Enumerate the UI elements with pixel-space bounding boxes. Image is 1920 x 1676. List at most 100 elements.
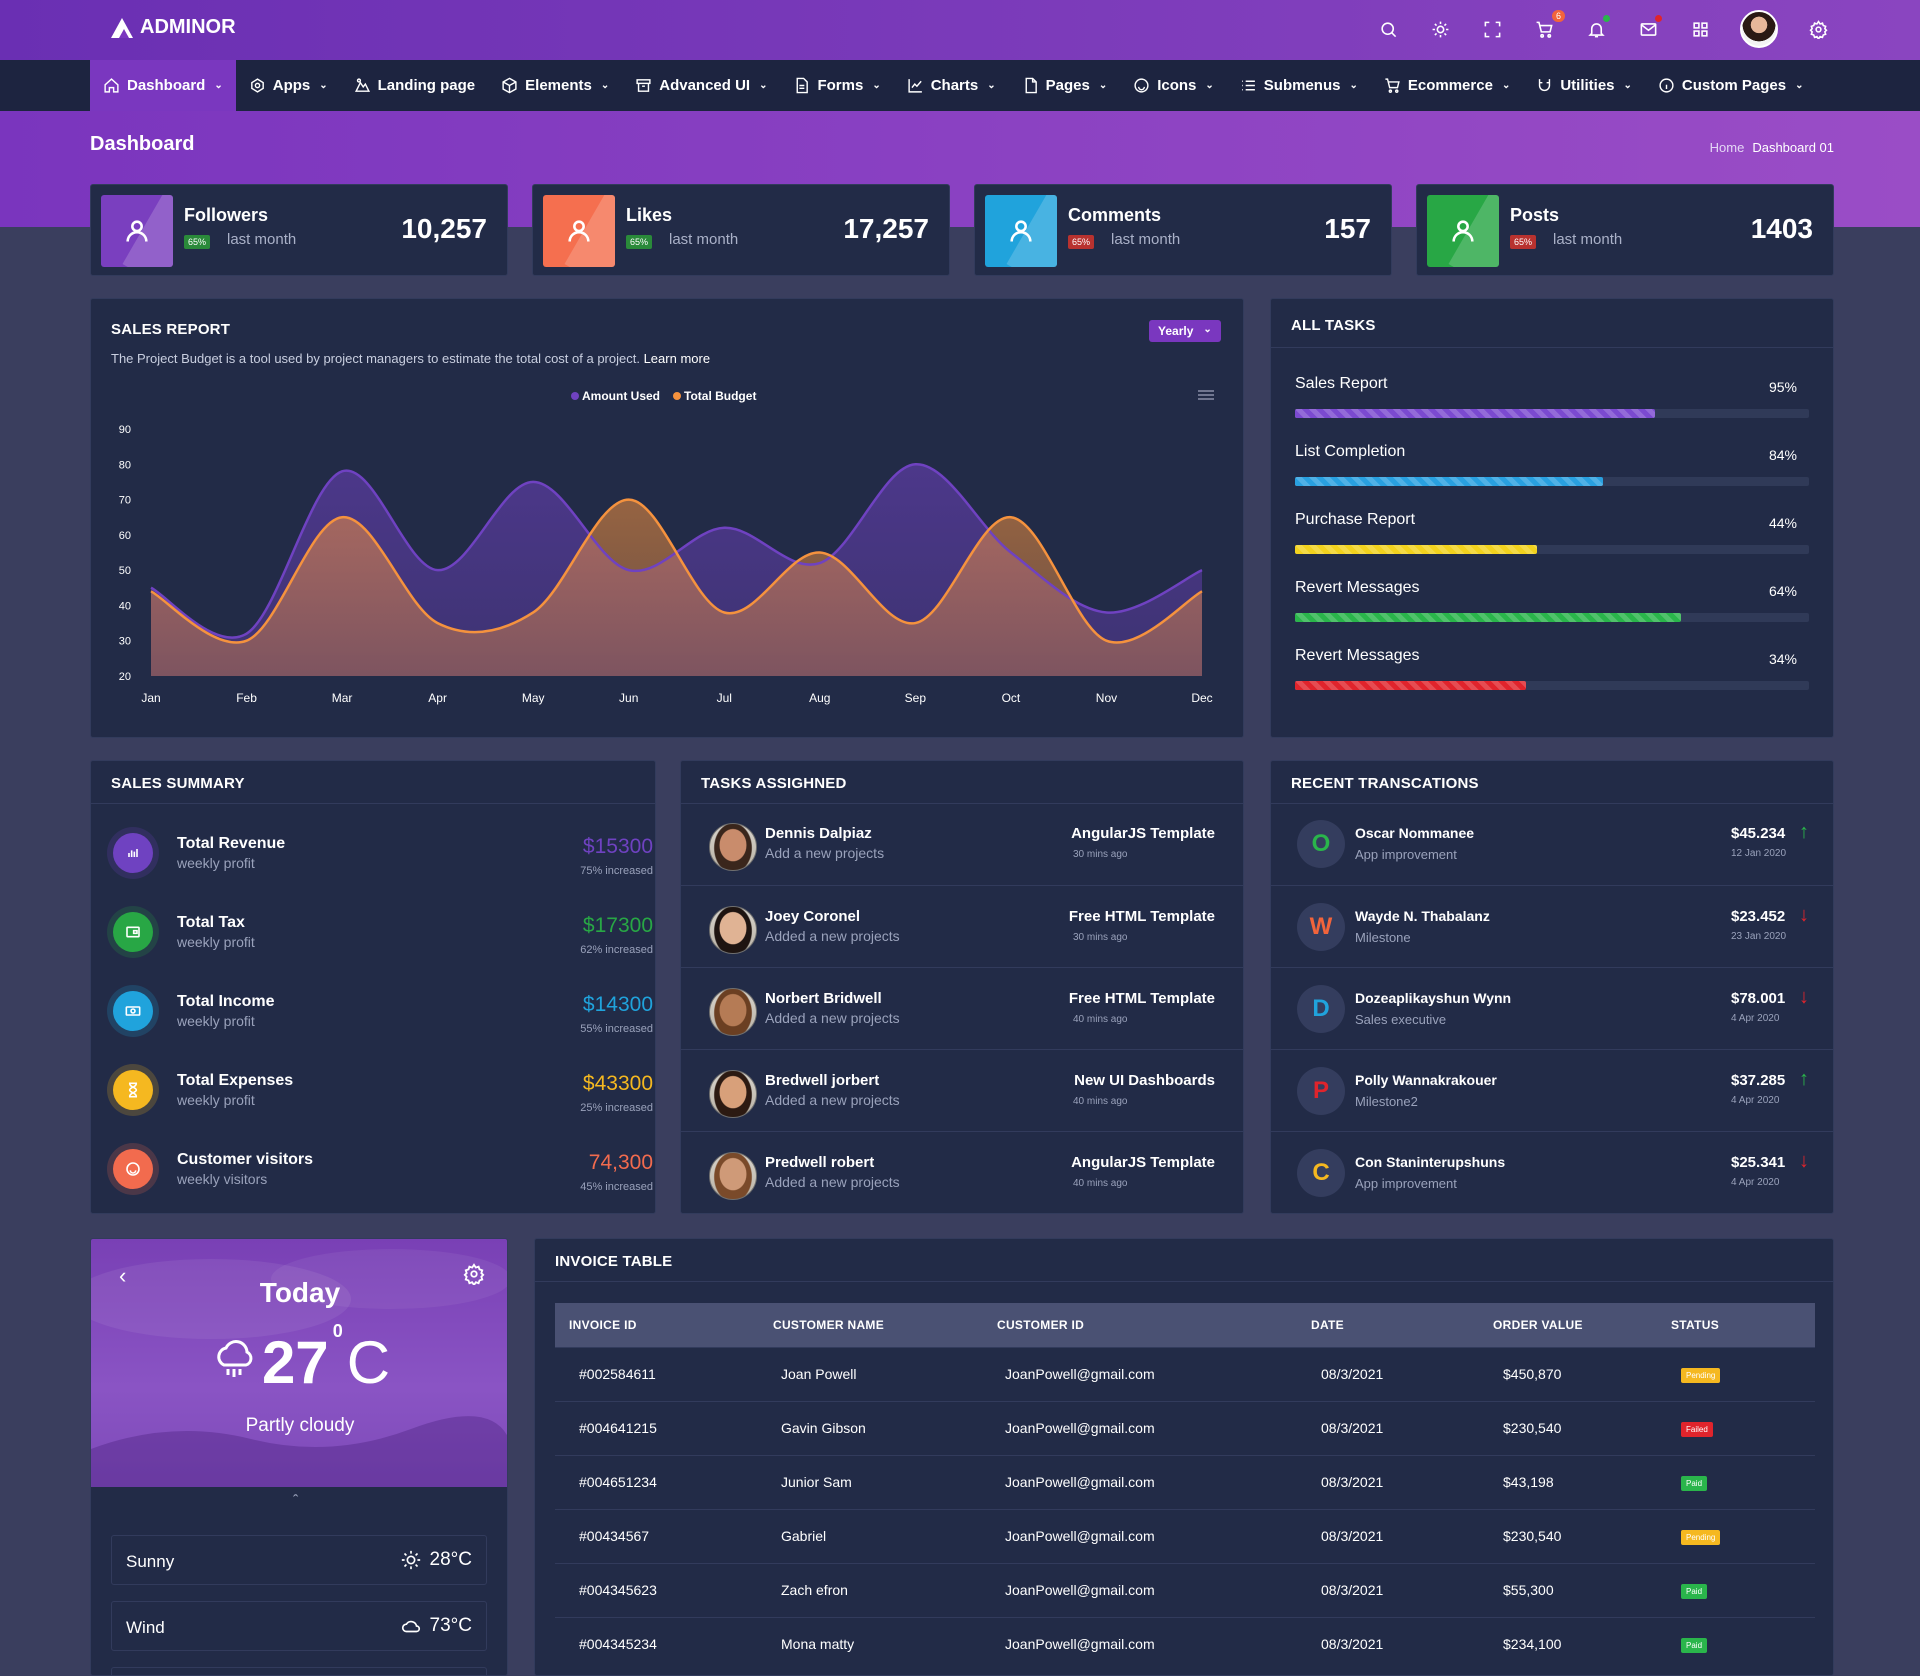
nav-item-forms[interactable]: Forms ⌄ (780, 60, 893, 111)
learn-more-link[interactable]: Learn more (643, 351, 711, 366)
cell-date: 08/3/2021 (1297, 1400, 1479, 1455)
table-row[interactable]: #004345234 Mona matty JoanPowell@gmail.com… (555, 1616, 1815, 1671)
cell-name: Gabriel (759, 1508, 983, 1563)
transaction-row[interactable]: O Oscar Nommanee App improvement $45.234 12 … (1271, 803, 1833, 885)
table-row[interactable]: #004651234 Junior Sam JoanPowell@gmail.com… (555, 1454, 1815, 1509)
transaction-row[interactable]: W Wayde N. Thabalanz Milestone $23.452 23 Ja… (1271, 885, 1833, 967)
table-row[interactable]: #004345623 Zach efron JoanPowell@gmail.com… (555, 1562, 1815, 1617)
assigned-row[interactable]: Norbert Bridwell Added a new projects Free… (681, 967, 1243, 1049)
assigned-row[interactable]: Joey Coronel Added a new projects Free HTM… (681, 885, 1243, 967)
sun-icon (401, 1550, 420, 1570)
transaction-row[interactable]: D Dozeaplikayshun Wynn Sales executive $78.… (1271, 967, 1833, 1049)
cell-value: $55,300 (1479, 1562, 1657, 1617)
page-icon (1022, 77, 1039, 94)
user-avatar[interactable] (1740, 10, 1778, 48)
column-header[interactable]: CUSTOMER ID (983, 1303, 1297, 1347)
progress-track (1295, 545, 1809, 554)
person-action: Added a new projects (765, 1092, 900, 1108)
table-row[interactable]: #002584611 Joan Powell JoanPowell@gmail.co… (555, 1346, 1815, 1401)
chevron-down-icon: ⌄ (1795, 80, 1804, 91)
all-tasks-title: ALL TASKS (1291, 317, 1376, 334)
nav-item-utilities[interactable]: Utilities ⌄ (1523, 60, 1645, 111)
apps-icon (249, 77, 266, 94)
chevron-left-icon[interactable]: ‹ (119, 1263, 127, 1288)
home-icon (103, 77, 120, 94)
period-dropdown[interactable]: Yearly ⌄ (1149, 320, 1221, 342)
breadcrumb-current: Dashboard 01 (1752, 140, 1834, 155)
transaction-avatar: C (1297, 1149, 1345, 1197)
sales-area-chart: 20 30 40 50 60 70 80 90 Jan Feb Mar Apr May Jun Jul Aug… (119, 389, 1214, 705)
cart-icon[interactable]: 6 (1532, 10, 1565, 41)
chevron-up-icon[interactable]: ˆ (293, 1493, 299, 1510)
nav-item-elements[interactable]: Elements ⌄ (488, 60, 622, 111)
nav-item-dashboard[interactable]: Dashboard ⌄ (90, 60, 236, 111)
brand-logo[interactable]: ADMINOR (110, 16, 236, 39)
arrow-down-icon: ↓ (1799, 904, 1809, 926)
search-icon[interactable] (1376, 17, 1400, 41)
top-header: ADMINOR 6 (0, 0, 1920, 60)
chart-menu-icon[interactable] (1198, 390, 1214, 400)
time-ago: 40 mins ago (1073, 1178, 1128, 1189)
stat-value: 157 (1324, 213, 1371, 244)
mail-icon[interactable] (1636, 15, 1662, 41)
progress-fill (1295, 545, 1537, 554)
stat-sub: last month (1111, 231, 1181, 248)
arrow-down-icon: ↓ (1799, 986, 1809, 1008)
summary-increase: 45% increased (580, 1181, 653, 1193)
cell-date: 08/3/2021 (1297, 1508, 1479, 1563)
y-tick-label: 70 (119, 495, 131, 507)
theme-toggle-icon[interactable] (1428, 17, 1452, 41)
chevron-down-icon: ⌄ (214, 80, 223, 91)
grid-apps-icon[interactable] (1688, 17, 1712, 41)
fullscreen-icon[interactable] (1480, 17, 1504, 41)
x-tick-label: Dec (1191, 691, 1212, 705)
column-header[interactable]: INVOICE ID (555, 1303, 759, 1347)
table-row[interactable]: #004641215 Gavin Gibson JoanPowell@gmail.c… (555, 1400, 1815, 1455)
column-header[interactable]: DATE (1297, 1303, 1479, 1347)
notification-bell-icon[interactable] (1584, 15, 1610, 41)
weather-settings-gear-icon[interactable] (463, 1263, 485, 1285)
breadcrumb-home[interactable]: Home (1709, 140, 1745, 155)
nav-item-pages[interactable]: Pages ⌄ (1009, 60, 1121, 111)
page-title: Dashboard (90, 133, 195, 155)
assigned-row[interactable]: Dennis Dalpiaz Add a new projects AngularJ… (681, 803, 1243, 885)
legend-marker (571, 392, 579, 400)
task-percent: 44% (1768, 515, 1797, 531)
task-progress-row: Sales Report 95% (1295, 375, 1809, 418)
column-header[interactable]: ORDER VALUE (1479, 1303, 1657, 1347)
person-action: Add a new projects (765, 845, 885, 861)
transaction-row[interactable]: P Polly Wannakrakouer Milestone2 $37.285 4 A… (1271, 1049, 1833, 1131)
nav-item-submenus[interactable]: Submenus ⌄ (1227, 60, 1371, 111)
transaction-row[interactable]: C Con Staninterupshuns App improvement $25.… (1271, 1131, 1833, 1213)
nav-item-custom-pages[interactable]: Custom Pages ⌄ (1645, 60, 1817, 111)
nav-item-icons[interactable]: Icons ⌄ (1120, 60, 1227, 111)
stat-card-posts: Posts 65% last month 1403 (1416, 184, 1834, 276)
template-name: AngularJS Template (1071, 825, 1215, 842)
time-ago: 40 mins ago (1073, 1014, 1128, 1025)
transaction-amount: $45.234 (1731, 825, 1786, 842)
table-row[interactable]: #00434567 Gabriel JoanPowell@gmail.com 08/3… (555, 1508, 1815, 1563)
nav-item-ecommerce[interactable]: Ecommerce ⌄ (1371, 60, 1523, 111)
sales-report-title: SALES REPORT (111, 321, 231, 338)
chevron-down-icon: ⌄ (1098, 80, 1108, 91)
assigned-row[interactable]: Predwell robert Added a new projects Angul… (681, 1131, 1243, 1213)
hourglass-icon (113, 1070, 153, 1110)
weather-row-partial (111, 1667, 487, 1675)
person-avatar (709, 906, 757, 954)
transaction-sub: App improvement (1355, 1176, 1457, 1191)
column-header[interactable]: CUSTOMER NAME (759, 1303, 983, 1347)
assigned-row[interactable]: Bredwell jorbert Added a new projects New … (681, 1049, 1243, 1131)
user-icon (1427, 195, 1499, 267)
nav-item-charts[interactable]: Charts ⌄ (894, 60, 1009, 111)
person-name: Joey Coronel (765, 908, 861, 925)
settings-gear-icon[interactable] (1806, 17, 1830, 41)
nav-item-advanced-ui[interactable]: Advanced UI ⌄ (622, 60, 780, 111)
task-progress-row: List Completion 84% (1295, 443, 1809, 486)
nav-item-apps[interactable]: Apps ⌄ (236, 60, 341, 111)
person-action: Added a new projects (765, 1010, 900, 1026)
column-header[interactable]: STATUS (1657, 1303, 1815, 1347)
nav-item-landing-page[interactable]: Landing page (341, 60, 489, 111)
stat-badge: 65% (1510, 235, 1537, 249)
stat-label: Likes (626, 205, 673, 225)
x-tick-label: Sep (905, 691, 927, 705)
